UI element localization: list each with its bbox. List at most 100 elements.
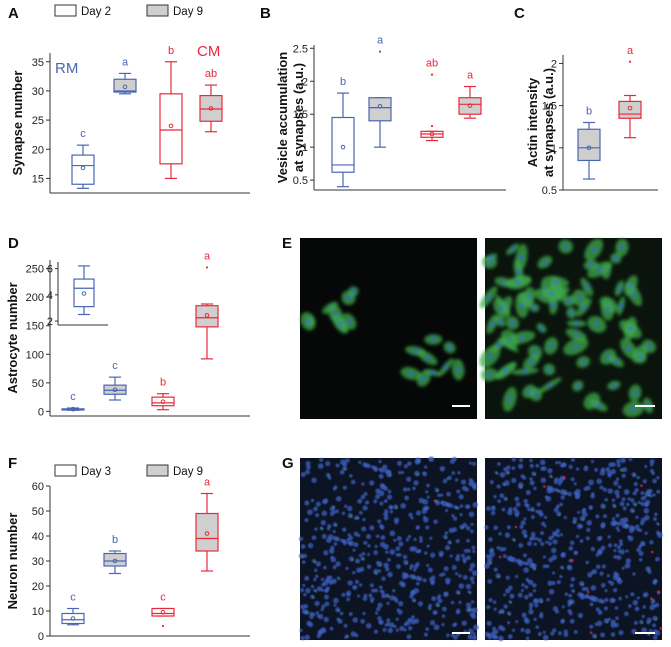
neuron-nucleus xyxy=(325,460,331,467)
neuron-nucleus xyxy=(422,471,428,477)
neuron-nucleus xyxy=(627,497,631,501)
box-outlier xyxy=(628,60,632,63)
neuron-nucleus xyxy=(314,600,320,607)
neuron-nucleus xyxy=(352,548,356,552)
neuron-nucleus xyxy=(567,603,571,607)
neuron-nucleus xyxy=(595,553,599,557)
neuron-nucleus xyxy=(423,632,428,637)
inset-rm-day2: 2 4 6 xyxy=(47,262,108,328)
neuron-nucleus xyxy=(551,535,555,539)
neuron-nucleus xyxy=(387,489,392,494)
neuron-nucleus xyxy=(533,617,537,622)
scale-bar-e-left xyxy=(452,405,470,407)
neuron-nucleus xyxy=(301,560,306,564)
neuron-nucleus xyxy=(442,478,448,484)
neuron-nucleus xyxy=(389,622,395,628)
neuron-nucleus xyxy=(528,609,534,615)
neuron-nucleus xyxy=(505,575,510,580)
neuron-nucleus xyxy=(325,578,329,582)
neuron-nucleus xyxy=(453,622,458,626)
neuron-nucleus xyxy=(410,589,416,595)
neuron-nucleus xyxy=(304,500,310,506)
astrocyte-nucleus xyxy=(613,256,618,261)
neuron-nucleus xyxy=(496,546,501,550)
neuron-nucleus xyxy=(630,592,635,597)
neuron-nucleus xyxy=(445,508,449,513)
neuron-nucleus xyxy=(382,627,387,632)
neuron-nucleus xyxy=(357,594,361,598)
neuron-nucleus xyxy=(349,474,353,478)
neuron-nucleus xyxy=(416,581,420,586)
astrocyte-nucleus xyxy=(619,245,624,250)
neuron-nucleus xyxy=(309,611,314,616)
neuron-nucleus xyxy=(358,460,362,464)
box-mean xyxy=(112,387,118,393)
neuron-marker xyxy=(632,510,635,513)
neuron-nucleus xyxy=(446,633,450,638)
neuron-nucleus xyxy=(586,527,591,532)
neuron-nucleus xyxy=(458,574,462,578)
neuron-nucleus xyxy=(443,566,449,572)
neuron-nucleus xyxy=(643,591,649,598)
neuron-nucleus xyxy=(585,485,591,491)
legend-top: Day 2 Day 9 xyxy=(54,4,203,18)
neuron-nucleus xyxy=(523,567,529,573)
neuron-nucleus xyxy=(310,498,315,503)
neuron-nucleus xyxy=(406,634,412,640)
neuron-nucleus xyxy=(636,476,640,480)
neuron-nucleus xyxy=(603,618,610,624)
neuron-nucleus xyxy=(378,473,384,479)
astrocyte-nucleus xyxy=(510,320,515,325)
neuron-nucleus xyxy=(463,548,469,554)
neuron-nucleus xyxy=(335,561,341,567)
neuron-nucleus xyxy=(340,538,345,543)
neuron-nucleus xyxy=(362,596,368,602)
neuron-nucleus xyxy=(556,533,560,538)
astrocyte-nucleus xyxy=(638,355,643,360)
box-iqr xyxy=(159,93,183,165)
neuron-nucleus xyxy=(419,538,423,543)
astrocyte-nucleus xyxy=(527,294,532,299)
astrocyte-nucleus xyxy=(487,354,492,359)
neuron-nucleus xyxy=(517,463,524,470)
significance-letter: b xyxy=(586,106,592,118)
neuron-nucleus xyxy=(537,509,543,515)
neuron-nucleus xyxy=(401,574,407,580)
neuron-nucleus xyxy=(409,566,413,571)
box-iqr xyxy=(458,97,482,115)
neuron-nucleus xyxy=(429,536,433,540)
box-iqr xyxy=(113,78,137,93)
neuron-nucleus xyxy=(647,569,652,574)
neuron-nucleus xyxy=(449,458,455,465)
neuron-nucleus xyxy=(486,605,491,610)
astrocyte-nucleus xyxy=(539,326,544,331)
neuron-nucleus xyxy=(633,481,638,487)
inset-y-tick-label: 2 xyxy=(47,316,53,328)
neuron-marker xyxy=(379,563,382,567)
y-tick-label: 1 xyxy=(302,142,308,154)
astrocyte-nucleus xyxy=(613,359,618,364)
neuron-nucleus xyxy=(471,545,476,550)
neuron-nucleus xyxy=(573,630,578,634)
neuron-nucleus xyxy=(305,587,311,594)
neuron-nucleus xyxy=(585,536,590,541)
neuron-nucleus xyxy=(524,534,528,538)
astrocyte-nucleus xyxy=(633,391,638,396)
box-cm-day9: a xyxy=(195,477,219,572)
neuron-nucleus xyxy=(602,487,607,492)
neuron-nucleus xyxy=(395,553,400,557)
neuron-nucleus xyxy=(332,529,336,534)
y-axis-label: at synapses (a.u.) xyxy=(541,68,556,177)
neuron-nucleus xyxy=(324,601,330,607)
neuron-nucleus xyxy=(396,536,402,542)
neuron-marker xyxy=(429,607,432,611)
neuron-nucleus xyxy=(416,548,422,554)
neuron-nucleus xyxy=(347,512,353,519)
neuron-nucleus xyxy=(306,464,311,470)
neuron-nucleus xyxy=(383,486,389,491)
neuron-nucleus xyxy=(634,488,639,493)
neuron-nucleus xyxy=(530,535,536,541)
neuron-nucleus xyxy=(451,514,455,518)
neuron-nucleus xyxy=(501,507,506,512)
neuron-nucleus xyxy=(426,563,430,568)
